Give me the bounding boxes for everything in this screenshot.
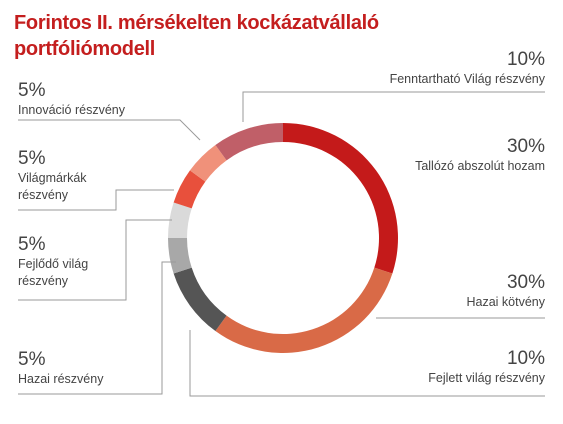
label-fenntarthato-pct: 10% bbox=[506, 49, 545, 70]
label-vilagmarkak: 5% Világmárkák részvény bbox=[18, 148, 87, 204]
label-vilagmarkak-pct: 5% bbox=[18, 148, 46, 169]
label-fejlodo-pct: 5% bbox=[18, 234, 46, 255]
label-hazai-reszveny-name: Hazai részvény bbox=[18, 372, 104, 386]
label-innovacio-name: Innováció részvény bbox=[18, 103, 126, 117]
donut-slice-5 bbox=[168, 202, 192, 238]
label-innovacio: 5% Innováció részvény bbox=[18, 80, 125, 119]
leader-line-1 bbox=[242, 91, 545, 122]
label-fejlodo: 5% Fejlődő világ részvény bbox=[18, 234, 88, 290]
label-hazai-kotveny-pct: 30% bbox=[506, 272, 545, 293]
label-tallozo-pct: 30% bbox=[506, 136, 545, 157]
label-tallozo: 30% Tallózó abszolút hozam bbox=[415, 136, 545, 175]
label-tallozo-name: Tallózó abszolút hozam bbox=[415, 159, 545, 173]
leader-line-4 bbox=[18, 119, 201, 141]
leader-line-3 bbox=[189, 330, 545, 397]
label-vilagmarkak-name-2: részvény bbox=[18, 188, 69, 202]
donut-slice-3 bbox=[173, 267, 227, 332]
label-fejlett-pct: 10% bbox=[506, 348, 545, 369]
donut-slice-7 bbox=[189, 144, 227, 182]
label-fenntarthato-name: Fenntartható Világ részvény bbox=[389, 72, 545, 86]
label-fejlodo-name-1: Fejlődő világ bbox=[18, 257, 89, 271]
donut-slice-1 bbox=[283, 123, 399, 274]
leader-line-6 bbox=[18, 219, 172, 301]
label-hazai-reszveny-pct: 5% bbox=[18, 349, 46, 370]
donut-slice-6 bbox=[173, 170, 206, 209]
label-hazai-kotveny-name: Hazai kötvény bbox=[466, 295, 545, 309]
donut-slice-8 bbox=[215, 123, 283, 161]
label-vilagmarkak-name-1: Világmárkák bbox=[18, 171, 87, 185]
label-fejlett-name: Fejlett világ részvény bbox=[428, 371, 545, 385]
label-innovacio-pct: 5% bbox=[18, 80, 46, 101]
label-fejlodo-name-2: részvény bbox=[18, 274, 69, 288]
donut-slice-2 bbox=[215, 267, 393, 353]
label-fenntarthato: 10% Fenntartható Világ részvény bbox=[390, 49, 545, 88]
donut-slice-4 bbox=[168, 238, 192, 274]
label-hazai-reszveny: 5% Hazai részvény bbox=[18, 349, 103, 388]
chart-title: Forintos II. mérsékelten kockázatvállaló… bbox=[14, 12, 379, 60]
label-fejlett: 10% Fejlett világ részvény bbox=[428, 348, 545, 387]
leader-line-7 bbox=[18, 261, 176, 395]
label-hazai-kotveny: 30% Hazai kötvény bbox=[466, 272, 545, 311]
leader-line-5 bbox=[18, 189, 174, 211]
